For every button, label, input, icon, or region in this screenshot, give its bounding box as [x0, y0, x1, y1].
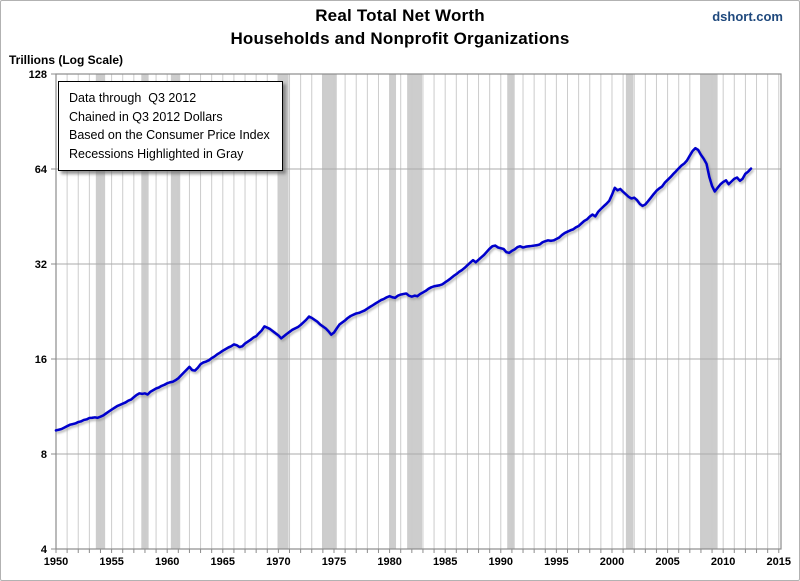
y-axis-unit-label: Trillions (Log Scale): [9, 53, 124, 67]
x-tick-label: 2015: [767, 556, 791, 568]
y-tick-label: 128: [29, 69, 47, 81]
x-tick-label: 1960: [155, 556, 179, 568]
y-tick-label: 32: [35, 259, 47, 271]
legend-note-line: Based on the Consumer Price Index: [69, 128, 270, 142]
legend-note-line: Data through Q3 2012: [69, 91, 197, 105]
y-tick-label: 8: [41, 449, 47, 461]
recession-band: [507, 74, 515, 549]
x-tick-label: 1985: [433, 556, 457, 568]
legend-note-line: Chained in Q3 2012 Dollars: [69, 109, 223, 124]
recession-band: [277, 74, 289, 549]
recession-band: [170, 74, 181, 549]
recession-band: [625, 74, 634, 549]
y-tick-label: 64: [35, 164, 48, 176]
legend-note-box: Data through Q3 2012 Chained in Q3 2012 …: [58, 81, 283, 171]
x-tick-label: 1975: [322, 556, 346, 568]
legend-note-line: Recessions Highlighted in Gray: [69, 146, 244, 161]
net-worth-line: [54, 146, 753, 432]
recession-band: [321, 74, 337, 549]
x-tick-label: 1970: [266, 556, 290, 568]
plot-border: [55, 73, 782, 550]
recession-band: [700, 74, 718, 549]
x-tick-label: 1995: [544, 556, 568, 568]
x-tick-label: 1965: [211, 556, 235, 568]
y-tick-label: 16: [35, 354, 47, 366]
watermark-dshort: dshort.com: [712, 9, 783, 24]
x-tick-label: 1950: [44, 556, 68, 568]
recession-band: [389, 74, 397, 549]
y-tick-label: 4: [41, 544, 48, 556]
x-tick-label: 1990: [489, 556, 513, 568]
x-tick-label: 2005: [655, 556, 679, 568]
x-tick-label: 2000: [600, 556, 624, 568]
x-tick-label: 1980: [377, 556, 401, 568]
x-tick-label: 1955: [99, 556, 123, 568]
chart-title: Real Total Net Worth: [315, 6, 485, 25]
chart-subtitle: Households and Nonprofit Organizations: [230, 29, 570, 48]
x-tick-label: 2010: [711, 556, 735, 568]
recession-band: [407, 74, 423, 549]
